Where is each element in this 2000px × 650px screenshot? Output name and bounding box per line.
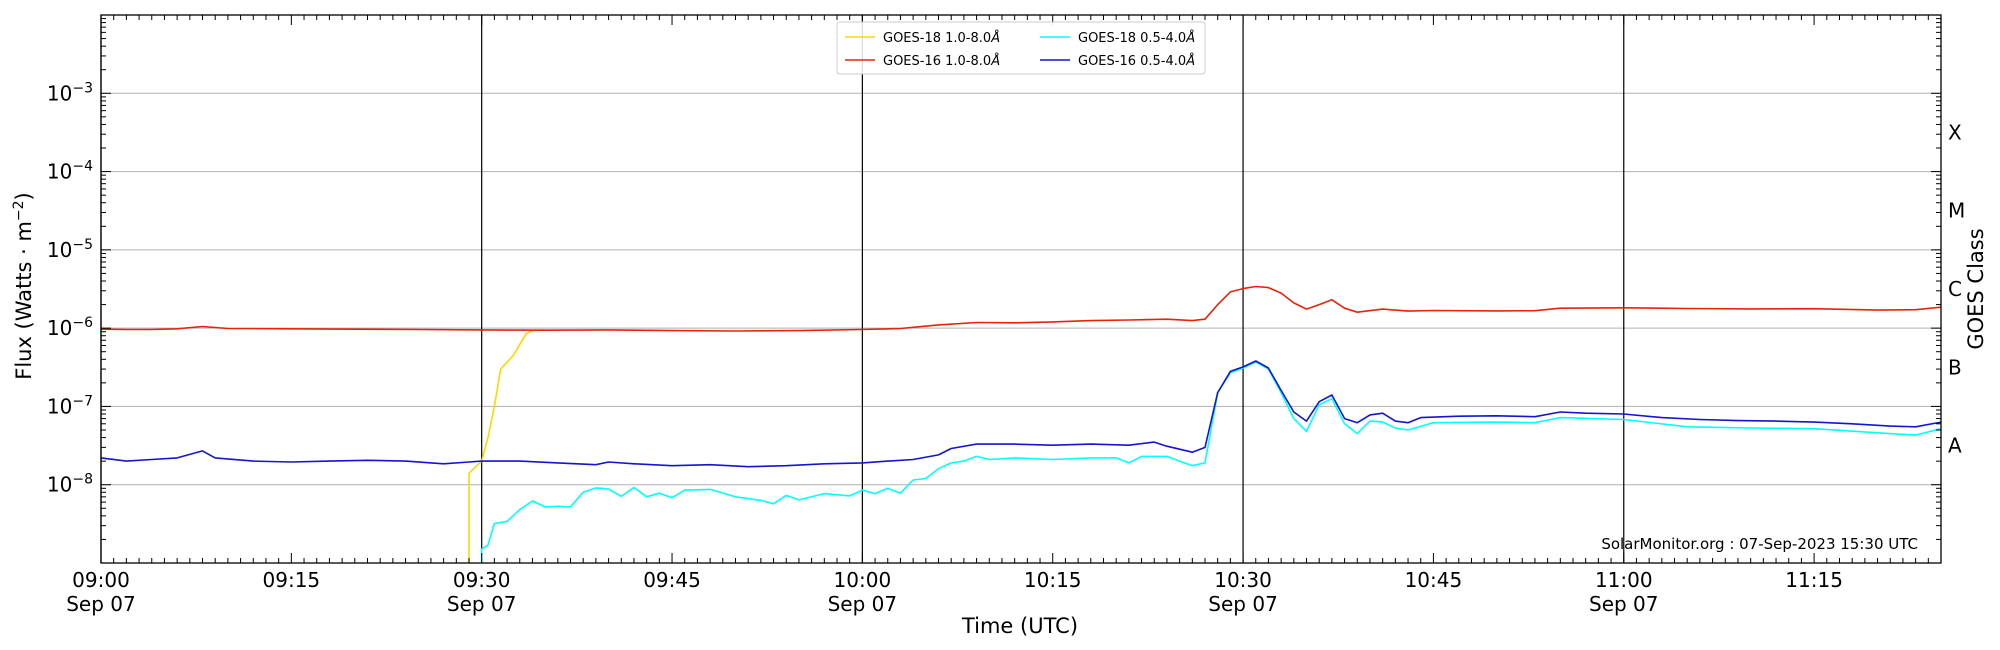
x-axis-title: Time (UTC) [961, 614, 1078, 638]
x-tick-label: 11:15 [1785, 568, 1843, 592]
legend-label: GOES-18 1.0-8.0Å [883, 30, 1000, 46]
y-tick-label: 10−6 [47, 315, 93, 340]
x-tick-date-label: Sep 07 [1208, 592, 1278, 616]
x-tick-label: 10:30 [1214, 568, 1272, 592]
plot-frame [100, 14, 1942, 564]
x-tick-label: 09:15 [263, 568, 321, 592]
x-tick-label: 09:45 [643, 568, 701, 592]
x-tick-label: 09:00 [72, 568, 130, 592]
series-line [480, 361, 1942, 563]
x-tick-label: 09:30 [453, 568, 511, 592]
series-layer [100, 285, 1942, 563]
goes-class-label: X [1948, 120, 1962, 144]
right-axis-title: GOES Class [1964, 228, 1988, 349]
goes-class-label: B [1948, 355, 1962, 379]
goes-class-label: A [1948, 434, 1962, 458]
legend-label: GOES-18 0.5-4.0Å [1078, 30, 1195, 46]
credit-text: SolarMonitor.org : 07-Sep-2023 15:30 UTC [1601, 535, 1918, 553]
x-tick-date-label: Sep 07 [828, 592, 898, 616]
y-axis-title: Flux (Watts · m−2) [11, 192, 36, 380]
y-tick-labels: 10−8 10−7 10−6 10−5 10−4 10−3 [47, 80, 93, 496]
y-tick-label: 10−5 [47, 237, 93, 262]
legend: GOES-18 1.0-8.0Å GOES-16 1.0-8.0Å GOES-18 … [836, 21, 1206, 75]
goes-class-label: M [1948, 199, 1965, 223]
goes-class-labels: A B C M X [1948, 120, 1965, 457]
minor-tick-layer [100, 15, 1942, 564]
series-line [100, 285, 1942, 332]
series-line [100, 360, 1942, 468]
legend-label: GOES-16 1.0-8.0Å [883, 53, 1000, 69]
x-tick-label: 10:00 [834, 568, 892, 592]
y-tick-label: 10−8 [47, 472, 93, 497]
x-tick-date-label: Sep 07 [1589, 592, 1659, 616]
x-tick-label: 11:00 [1595, 568, 1653, 592]
legend-label: GOES-16 0.5-4.0Å [1078, 53, 1195, 69]
grid-layer [101, 92, 1941, 486]
y-tick-label: 10−7 [47, 393, 93, 418]
y-tick-label: 10−4 [47, 159, 93, 184]
goes-class-label: C [1948, 277, 1962, 301]
y-tick-label: 10−3 [47, 80, 93, 105]
series-line [468, 329, 546, 563]
legend-box [836, 21, 1206, 75]
x-tick-date-label: Sep 07 [66, 592, 136, 616]
x-tick-date-label: Sep 07 [447, 592, 517, 616]
x-tick-label: 10:45 [1405, 568, 1463, 592]
x-tick-label: 10:15 [1024, 568, 1082, 592]
